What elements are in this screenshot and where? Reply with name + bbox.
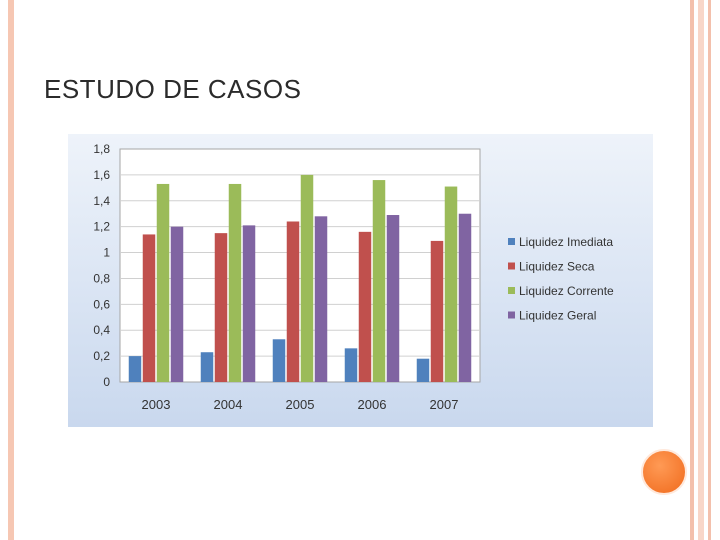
decorative-orange-circle	[641, 449, 687, 495]
x-axis-ticks: 2003 2004 2005 2006 2007	[142, 397, 459, 412]
y-tick-label: 0,6	[93, 297, 110, 311]
bar-liquidez-geral-2003	[170, 226, 184, 382]
legend-label: Liquidez Corrente	[519, 284, 614, 298]
bar-liquidez-imediata-2006	[344, 348, 358, 382]
legend-swatch	[508, 262, 515, 270]
bar-liquidez-seca-2005	[286, 221, 300, 382]
legend-label: Liquidez Imediata	[519, 235, 613, 249]
bar-liquidez-imediata-2007	[416, 358, 430, 382]
y-tick-label: 1,8	[93, 142, 110, 156]
bar-liquidez-seca-2006	[358, 231, 372, 382]
y-tick-label: 1	[103, 246, 110, 260]
y-tick-label: 1,2	[93, 220, 110, 234]
bars	[128, 174, 472, 382]
legend-label: Liquidez Seca	[519, 260, 595, 274]
bar-liquidez-imediata-2004	[200, 352, 214, 382]
y-tick-label: 0	[103, 375, 110, 389]
legend-label: Liquidez Geral	[519, 309, 596, 323]
bar-liquidez-geral-2004	[242, 225, 256, 382]
x-tick-label: 2005	[286, 397, 315, 412]
x-tick-label: 2006	[358, 397, 387, 412]
bar-liquidez-corrente-2005	[300, 174, 314, 382]
bar-liquidez-seca-2007	[430, 240, 444, 382]
slide-frame-left	[8, 0, 14, 540]
y-tick-label: 0,4	[93, 323, 110, 337]
slide-frame-right	[690, 0, 694, 540]
chart-container: 0 0,2 0,4 0,6 0,8 1 1,2 1,4 1,6 1,8 2003 2004 2005 2…	[68, 134, 653, 427]
bar-liquidez-corrente-2006	[372, 180, 386, 382]
y-tick-label: 1,6	[93, 168, 110, 182]
legend-swatch	[508, 311, 515, 319]
bar-chart: 00,20,40,60,811,21,41,61,8 2003 2004 2005 2…	[68, 134, 653, 427]
legend: Liquidez Imediata Liquidez Seca Liquidez C…	[508, 235, 614, 323]
slide-frame-right-edge	[708, 0, 711, 540]
slide-frame-right-band	[698, 0, 704, 540]
bar-liquidez-seca-2004	[214, 233, 228, 382]
bar-liquidez-imediata-2005	[272, 339, 286, 382]
bar-liquidez-seca-2003	[142, 234, 156, 382]
y-tick-label: 1,4	[93, 194, 110, 208]
y-tick-label: 0,2	[93, 349, 110, 363]
legend-swatch	[508, 238, 515, 245]
bar-liquidez-geral-2006	[386, 215, 400, 382]
bar-liquidez-imediata-2003	[128, 356, 142, 382]
x-tick-label: 2003	[142, 397, 171, 412]
bar-liquidez-geral-2007	[458, 213, 472, 382]
y-axis-ticks: 0 0,2 0,4 0,6 0,8 1 1,2 1,4 1,6 1,8	[93, 142, 110, 389]
slide-title: ESTUDO DE CASOS	[44, 74, 302, 104]
x-tick-label: 2007	[430, 397, 459, 412]
bar-liquidez-geral-2005	[314, 216, 328, 382]
x-tick-label: 2004	[214, 397, 243, 412]
bar-liquidez-corrente-2003	[156, 183, 170, 382]
legend-swatch	[508, 287, 515, 294]
bar-liquidez-corrente-2004	[228, 183, 242, 382]
bar-liquidez-corrente-2007	[444, 186, 458, 382]
y-tick-label: 0,8	[93, 271, 110, 285]
